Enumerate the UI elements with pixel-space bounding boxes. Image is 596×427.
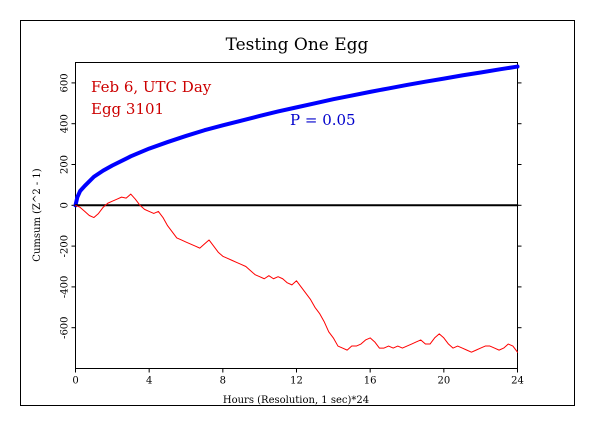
egg-annotation: Egg 3101 [91,100,164,118]
x-tick-label: 4 [146,376,152,387]
y-tick-label: 0 [60,202,71,208]
probability-envelope-line [73,64,520,208]
cumsum-series-line [75,193,518,353]
x-axis-label: Hours (Resolution, 1 sec)*24 [223,395,369,406]
y-axis-label: Cumsum (Z^2 - 1) [32,168,43,261]
date-annotation: Feb 6, UTC Day [91,78,212,96]
x-tick-label: 16 [364,376,377,387]
x-tick-label: 20 [437,376,450,387]
p-value-annotation: P = 0.05 [290,111,356,129]
y-tick-label: 400 [60,114,71,133]
chart-title: Testing One Egg [226,35,369,55]
y-tick-label: -600 [60,316,71,338]
x-tick-label: 12 [290,376,303,387]
x-tick-label: 0 [72,376,78,387]
y-tick-label: 600 [60,73,71,92]
x-tick-label: 8 [220,376,226,387]
axis-ticks: 0 4 8 12 16 20 24 -600 -400 -200 0 200 400 600 [60,73,524,386]
outer-frame [20,20,575,406]
y-tick-label: -400 [60,276,71,298]
x-tick-label: 24 [511,376,524,387]
y-tick-label: -200 [60,235,71,257]
series-layer [73,64,520,353]
y-tick-label: 200 [60,155,71,174]
